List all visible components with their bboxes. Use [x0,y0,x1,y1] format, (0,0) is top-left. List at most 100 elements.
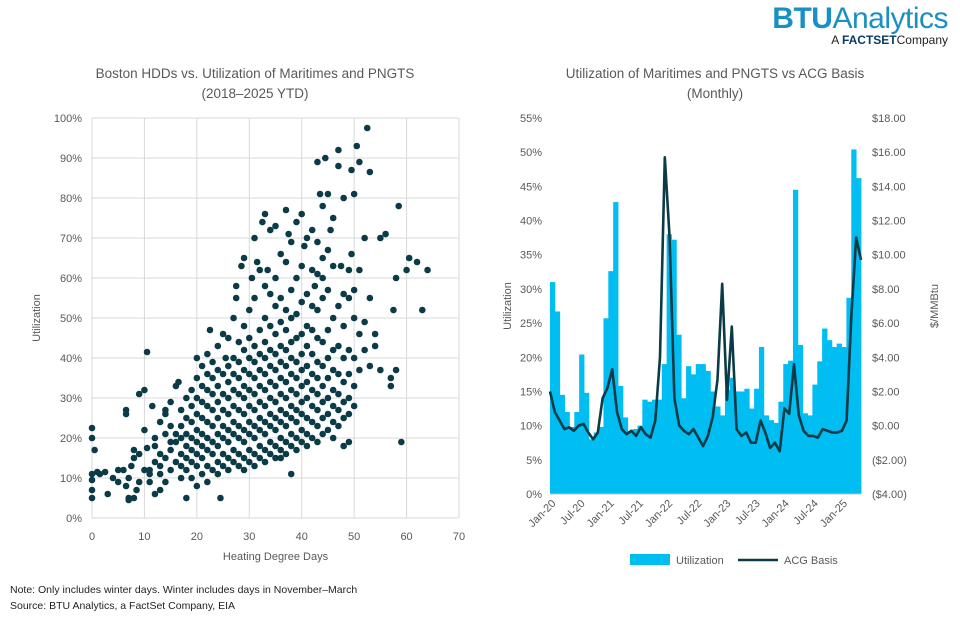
utilization-bar [622,417,629,494]
scatter-point [314,270,321,278]
scatter-point [387,374,395,382]
scatter-point [235,406,243,414]
scatter-point [287,386,295,394]
acg-basis-line [548,156,863,453]
scatter-chart-title: Boston HDDs vs. Utilization of Maritimes… [40,64,470,104]
scatter-point [245,430,253,438]
scatter-point [345,438,353,446]
utilization-bar [695,364,702,494]
scatter-point [303,394,311,402]
scatter-point [183,466,190,474]
scatter-point [335,406,342,414]
scatter-point [225,426,232,434]
scatter-point [272,222,279,230]
scatter-point [282,450,290,458]
scatter-point [251,462,258,470]
scatter-point [348,166,355,174]
scatter-point [319,294,326,302]
scatter-point [345,410,353,418]
scatter-point [266,422,274,430]
scatter-point [287,470,295,478]
scatter-point [287,430,295,438]
scatter-point [130,454,138,462]
x-tick-label: Jan-25 [818,498,850,530]
scatter-point [345,370,353,378]
scatter-point [230,354,237,362]
scatter-point [287,370,295,378]
y-right-tick-label: ($2.00) [872,455,907,467]
scatter-point [206,326,214,334]
scatter-point [398,438,405,446]
scatter-point [366,294,374,302]
scatter-point [214,342,222,350]
scatter-point [156,486,164,494]
y-left-tick-label: 20% [520,352,542,364]
scatter-point [261,370,269,378]
scatter-point [193,410,201,418]
scatter-point [329,434,337,442]
utilization-bar [647,401,653,494]
logo-tagline: A FACTSETCompany [831,33,948,47]
utilization-bar [792,189,799,495]
scatter-point [293,274,300,282]
scatter-point [162,454,169,462]
scatter-point [177,450,185,458]
scatter-point [96,470,104,478]
scatter-point [188,474,195,482]
scatter-point [193,354,201,362]
utilization-bar [550,282,556,494]
scatter-point [214,366,222,374]
scatter-point [277,434,285,442]
scatter-point [298,410,306,418]
scatter-point [345,294,353,302]
scatter-point [238,262,245,270]
y-right-tick-label: $0.00 [872,421,900,433]
scatter-point [245,334,253,342]
scatter-point [371,342,379,350]
scatter-point [390,306,397,314]
scatter-point [329,314,337,322]
scatter-point [340,414,347,422]
scatter-point [183,430,190,438]
scatter-point [122,406,130,414]
scatter-point [156,470,164,478]
scatter-point [167,446,174,454]
y-left-axis-title: Utilization [502,282,514,330]
utilization-bar [729,377,736,494]
scatter-point [177,474,185,482]
scatter-point [282,438,290,446]
scatter-point [287,442,295,450]
scatter-point [298,298,306,306]
scatter-point [356,366,363,374]
scatter-point [259,218,266,226]
scatter-point [230,430,237,438]
utilization-bar [710,391,716,494]
utilization-bar [700,364,706,494]
y-tick-label: 70% [60,233,82,245]
scatter-point [277,374,285,382]
scatter-point [350,314,358,322]
scatter-point [251,406,258,414]
y-right-tick-label: $6.00 [872,318,900,330]
scatter-point [222,354,229,362]
scatter-point [245,306,253,314]
scatter-point [287,238,295,246]
scatter-point [266,362,274,370]
scatter-point [251,434,258,442]
scatter-point [345,394,353,402]
scatter-point [308,386,316,394]
scatter-point [230,446,237,454]
scatter-point [240,346,248,354]
footnotes: Note: Only includes winter days. Winter … [10,582,357,614]
scatter-point [156,462,164,470]
scatter-point [193,426,201,434]
scatter-point [219,434,227,442]
scatter-point [335,146,342,154]
scatter-point [324,354,332,362]
scatter-point [303,414,311,422]
scatter-point [335,162,342,170]
scatter-point [204,434,211,442]
scatter-point [88,476,96,484]
utilization-bar [676,334,682,494]
utilization-bar [559,394,565,494]
